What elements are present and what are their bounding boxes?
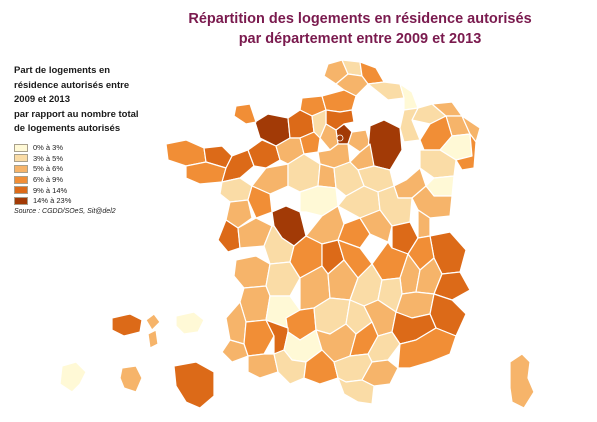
legend-label: 3% à 5% <box>33 153 64 163</box>
department-region <box>509 353 535 409</box>
legend-title-line: de logements autorisés <box>14 123 121 134</box>
department-region <box>359 209 393 243</box>
source-note: Source : CGDD/SOeS, Sit@del2 <box>14 208 116 216</box>
department-region <box>233 103 257 125</box>
legend-swatch <box>14 164 28 173</box>
department-region <box>337 377 375 405</box>
legend-title-line: résidence autorisés entre <box>14 79 130 91</box>
department-region <box>175 311 205 335</box>
department-region <box>111 313 143 337</box>
legend-title-line: Part de logements en <box>14 65 111 76</box>
departments-layer <box>59 59 535 409</box>
department-region <box>455 133 477 171</box>
department-region <box>173 361 215 409</box>
legend-label: 0% à 3% <box>33 143 64 153</box>
department-region <box>321 89 357 113</box>
legend-swatch <box>14 175 28 184</box>
department-region <box>247 353 279 379</box>
legend-item: 5% à 6% <box>14 164 164 175</box>
legend-label: 9% à 14% <box>33 185 68 195</box>
legend-item: 0% à 3% <box>14 143 164 154</box>
department-region <box>347 129 371 153</box>
legend-label: 6% à 9% <box>33 175 64 185</box>
legend-swatch <box>14 196 28 205</box>
legend-item: 9% à 14% <box>14 185 164 196</box>
legend-label: 14% à 23% <box>33 196 72 206</box>
department-region <box>165 139 207 167</box>
legend-item: 3% à 5% <box>14 153 164 164</box>
legend-item: 6% à 9% <box>14 174 164 185</box>
department-region <box>317 163 337 189</box>
department-region <box>367 81 405 101</box>
department-region <box>145 313 161 331</box>
department-region <box>411 185 453 219</box>
department-region <box>147 329 159 349</box>
department-region <box>225 199 253 229</box>
department-region <box>217 219 241 253</box>
map-title-line2: par département entre 2009 et 2013 <box>238 31 482 47</box>
department-region <box>273 349 307 385</box>
department-region <box>119 365 143 393</box>
department-region <box>233 255 271 289</box>
legend-swatch <box>14 186 28 195</box>
department-region <box>237 217 273 249</box>
department-region <box>59 361 87 393</box>
legend-swatch <box>14 143 28 152</box>
legend-title-line: 2009 et 2013 <box>14 94 70 105</box>
legend: Part de logements en résidence autorisés… <box>14 64 164 215</box>
department-region <box>433 271 471 301</box>
map-title-line1: Répartition des logements en résidence a… <box>188 11 532 27</box>
department-region <box>299 131 321 155</box>
legend-title-line: par rapport au nombre total <box>14 108 139 120</box>
department-region <box>247 185 273 219</box>
legend-title: Part de logements en résidence autorisés… <box>14 64 164 137</box>
department-region <box>219 177 253 203</box>
department-region <box>397 327 457 369</box>
department-region <box>221 339 249 363</box>
legend-label: 5% à 6% <box>33 164 64 174</box>
legend-swatch <box>14 154 28 163</box>
paris-region <box>336 134 344 142</box>
legend-item: 14% à 23% <box>14 195 164 206</box>
